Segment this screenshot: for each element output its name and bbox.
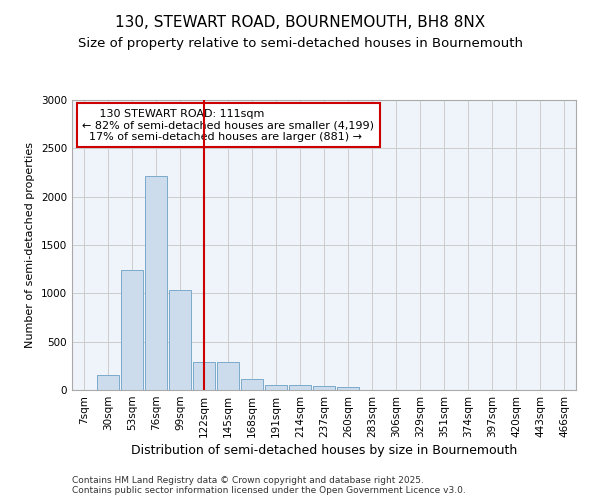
Bar [97, 375, 119, 390]
Bar [265, 384, 287, 390]
Bar [193, 362, 215, 390]
Text: 130, STEWART ROAD, BOURNEMOUTH, BH8 8NX: 130, STEWART ROAD, BOURNEMOUTH, BH8 8NX [115, 15, 485, 30]
Text: 130 STEWART ROAD: 111sqm
← 82% of semi-detached houses are smaller (4,199)
  17%: 130 STEWART ROAD: 111sqm ← 82% of semi-d… [82, 108, 374, 142]
Y-axis label: Number of semi-detached properties: Number of semi-detached properties [25, 142, 35, 348]
Bar [121, 270, 143, 390]
X-axis label: Distribution of semi-detached houses by size in Bournemouth: Distribution of semi-detached houses by … [131, 444, 517, 457]
Bar [289, 384, 311, 390]
Bar [337, 387, 359, 390]
Bar [241, 380, 263, 390]
Bar [217, 362, 239, 390]
Bar [169, 290, 191, 390]
Text: Size of property relative to semi-detached houses in Bournemouth: Size of property relative to semi-detach… [77, 38, 523, 51]
Bar [145, 176, 167, 390]
Text: Contains HM Land Registry data © Crown copyright and database right 2025.
Contai: Contains HM Land Registry data © Crown c… [72, 476, 466, 495]
Bar [313, 386, 335, 390]
